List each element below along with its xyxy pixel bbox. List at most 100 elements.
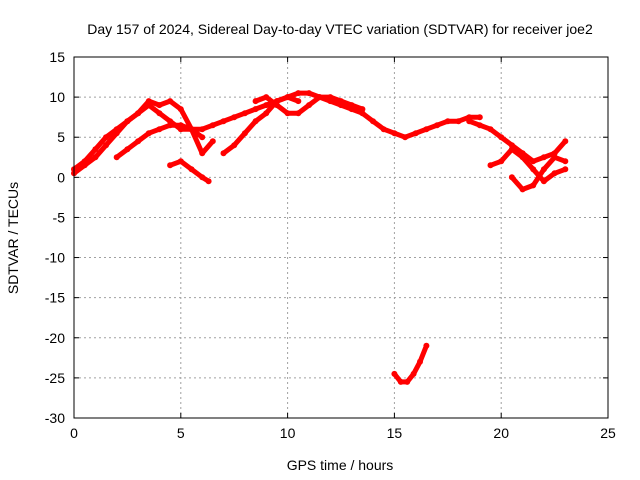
y-tick-label: -20 <box>45 330 65 346</box>
data-point <box>103 134 109 141</box>
y-tick-label: -15 <box>45 290 65 306</box>
x-tick-label: 25 <box>600 425 616 441</box>
data-point <box>177 122 184 129</box>
data-point <box>530 182 537 189</box>
x-tick-label: 20 <box>493 425 509 441</box>
data-point <box>540 166 547 173</box>
data-point <box>220 118 227 125</box>
data-point <box>199 150 206 157</box>
series-layer <box>71 90 569 385</box>
data-point <box>241 130 248 137</box>
data-point <box>476 122 483 129</box>
data-point <box>417 358 423 365</box>
x-tick-label: 5 <box>177 425 185 441</box>
data-point <box>188 126 195 133</box>
x-tick-label: 0 <box>70 425 78 441</box>
plot-frame <box>73 56 609 419</box>
y-tick-label: -30 <box>45 410 65 426</box>
data-point <box>444 118 451 125</box>
data-point <box>359 106 366 113</box>
data-point <box>231 114 238 121</box>
x-axis-label: GPS time / hours <box>287 457 394 473</box>
y-axis-label: SDTVAR / TECUs <box>5 182 21 294</box>
data-point <box>359 110 366 117</box>
data-point <box>199 134 206 141</box>
data-point <box>551 170 558 177</box>
data-point <box>124 118 131 125</box>
data-point <box>562 166 569 173</box>
chart-title: Day 157 of 2024, Sidereal Day-to-day VTE… <box>87 21 593 37</box>
data-point <box>92 154 99 161</box>
y-tick-label: 10 <box>49 89 65 105</box>
data-point <box>306 90 312 97</box>
data-point <box>284 110 291 117</box>
data-point <box>508 146 515 153</box>
data-point <box>370 118 376 125</box>
data-point <box>423 126 430 133</box>
data-point <box>295 90 302 97</box>
data-point <box>145 130 152 137</box>
data-point <box>423 342 430 349</box>
data-point <box>476 114 483 121</box>
data-point <box>103 142 109 149</box>
data-point <box>498 158 505 165</box>
y-tick-label: -5 <box>53 209 66 225</box>
y-tick-label: -10 <box>45 250 65 266</box>
data-point <box>487 162 494 169</box>
data-point <box>284 94 291 101</box>
data-point <box>167 98 174 105</box>
data-point <box>113 154 120 161</box>
data-point <box>156 102 163 109</box>
y-tick-label: 0 <box>57 169 65 185</box>
grid-layer <box>74 57 608 418</box>
data-point <box>295 98 302 105</box>
data-point <box>519 154 526 161</box>
data-point <box>455 118 462 125</box>
data-point <box>295 110 302 117</box>
data-point <box>498 134 505 141</box>
data-point <box>209 122 216 129</box>
data-point <box>540 178 547 185</box>
data-point <box>306 102 312 109</box>
data-point <box>508 174 515 181</box>
x-tick-label: 15 <box>387 425 403 441</box>
data-point <box>81 158 88 165</box>
data-point <box>562 138 569 145</box>
data-point <box>540 154 547 161</box>
data-point <box>487 126 494 133</box>
data-point <box>410 370 417 377</box>
data-point <box>209 138 216 145</box>
data-point <box>113 126 120 133</box>
data-point <box>263 110 270 117</box>
data-point <box>199 126 206 133</box>
data-point <box>273 102 280 109</box>
data-point <box>156 110 163 117</box>
series-line-track-g <box>466 118 568 164</box>
data-point <box>188 166 195 173</box>
data-point <box>252 118 259 125</box>
data-point <box>145 98 152 105</box>
data-point <box>434 122 441 129</box>
data-point <box>241 110 248 117</box>
data-point <box>380 126 387 133</box>
data-point <box>124 146 131 153</box>
data-point <box>177 158 184 165</box>
data-point <box>348 102 355 109</box>
data-point <box>562 158 569 165</box>
data-point <box>391 370 398 377</box>
y-tick-label: -25 <box>45 370 65 386</box>
data-point <box>220 150 227 157</box>
data-point <box>252 106 259 113</box>
data-point <box>167 122 174 129</box>
data-point <box>135 110 142 117</box>
data-point <box>397 378 404 385</box>
data-point <box>177 106 184 113</box>
data-point <box>530 158 537 165</box>
data-point <box>205 178 212 185</box>
tick-layer: 0 5 10 15 20 25 -30 -25 -20 -15 -10 -5 0 5 10 15 <box>45 49 616 441</box>
data-point <box>338 98 344 105</box>
data-point <box>327 94 334 101</box>
data-point <box>402 134 409 141</box>
